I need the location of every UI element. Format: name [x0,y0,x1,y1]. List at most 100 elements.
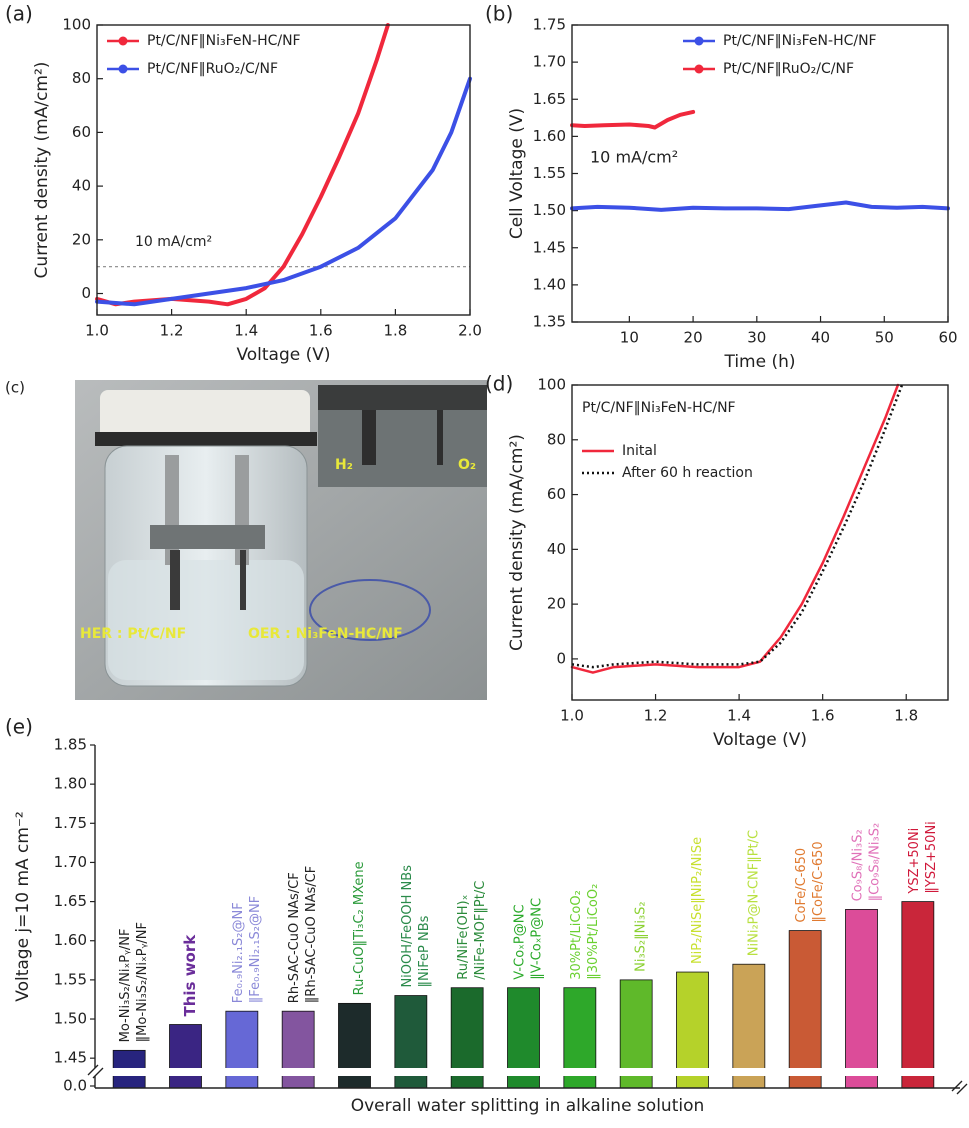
series-line [570,200,950,212]
series-line [570,109,696,130]
category-label: ‖V-CoₓP@NC [530,898,545,980]
inset-electrode [362,410,376,465]
x-axis-label: Overall water splitting in alkaline solu… [351,1096,705,1116]
y-tick-label: 20 [72,230,91,248]
x-tick-label: 1.0 [85,322,109,340]
break-mark [92,1067,104,1079]
y-axis-label: Cell Voltage (V) [507,108,527,239]
panel-label: (e) [5,715,33,739]
bar [281,1010,315,1089]
legend-label: Pt/C/NF‖RuO₂/C/NF [723,61,854,77]
y-tick-label: 80 [547,430,566,448]
axis-break [83,1068,962,1076]
electrode [170,550,180,610]
plot-frame [571,24,949,323]
y-tick-label: 1.65 [533,90,566,108]
legend-label: Inital [622,443,657,459]
x-tick-label: 1.4 [727,707,751,725]
series-line [95,76,472,307]
legend-label: After 60 h reaction [622,465,753,481]
y-tick-label: 1.85 [54,736,87,754]
inset-electrode [437,410,443,465]
category-label: Rh-SAC-CuO NAs/CF [287,872,302,1003]
y-tick-label: 1.55 [54,970,87,988]
legend-marker [694,36,704,46]
x-tick-label: 20 [684,329,703,347]
y-tick-label: 40 [547,540,566,558]
x-tick-label: 2.0 [458,322,482,340]
y-axis-label: Current density (mA/cm²) [507,434,527,651]
y-tick-label: 0 [81,284,91,302]
y-tick-label: 1.40 [533,275,566,293]
x-tick-label: 1.8 [894,707,918,725]
category-label: 30%Pt/LiCoO₂ [569,890,584,980]
y-tick-label: 20 [547,595,566,613]
y-tick-label: 1.75 [54,814,87,832]
break-mark [87,1064,99,1076]
panel-label: (a) [5,2,33,26]
jar-ring [95,432,317,446]
y-tick-label: 80 [72,69,91,87]
y-tick-label: 60 [72,123,91,141]
break-mark [951,1080,963,1092]
legend-label: Pt/C/NF‖Ni₃FeN-HC/NF [723,33,877,49]
bar [845,909,878,1089]
x-tick-label: 50 [875,329,894,347]
y-tick-label: 40 [72,177,91,195]
y-tick-label: 1.60 [533,127,566,145]
legend-label: Pt/C/NF‖RuO₂/C/NF [147,61,278,77]
logo [309,579,431,641]
legend-marker [118,64,128,74]
x-tick-label: 1.6 [309,322,333,340]
category-label: ‖NiFeP NBs [417,915,432,987]
x-tick-label: 60 [938,329,957,347]
category-label: CoFe/C-650 [794,848,809,923]
bar [732,963,766,1089]
category-label: NiP₂/NiSe‖NiP₂/NiSe [690,837,705,964]
photo-label: HER : Pt/C/NF [80,626,186,642]
x-axis-label: Voltage (V) [713,730,807,750]
y-tick-label: 1.50 [533,201,566,219]
x-tick-label: 10 [620,329,639,347]
category-label: ‖Co₉S₈/Ni₃S₂ [868,823,883,902]
photo-label: H₂ [335,457,353,473]
y-tick-label: 1.45 [533,238,566,256]
break-mark [956,1083,968,1095]
category-label: Mo-Ni₃S₂/NiₓPᵧ/NF [118,928,133,1042]
y-tick-label: 1.35 [533,313,566,331]
y-tick-label: 100 [62,16,91,34]
legend-marker [694,64,704,74]
category-label: /NiFe-MOF‖Pt/C [473,881,488,980]
y-axis-label: Voltage j=10 mA cm⁻² [13,811,33,1001]
y-tick-label: 1.70 [533,53,566,71]
panel-label: (b) [485,2,513,26]
category-label: Ru-CuO‖Ti₃C₂ MXene [352,861,367,995]
category-label: V-CoₓP@NC [513,904,528,979]
series-line [570,383,900,674]
photo: (c) H₂ O₂ HER : Pt/C/NF OER : Ni₃FeN-HC/… [5,379,487,700]
photo-label: O₂ [458,457,476,473]
annotation: Pt/C/NF‖Ni₃FeN-HC/NF [582,400,736,416]
x-tick-label: 1.8 [383,322,407,340]
bar [225,1010,259,1089]
y-tick-label: 0 [556,649,566,667]
y-tick-label: 1.60 [54,931,87,949]
electrode [240,550,246,610]
category-label: This work [181,934,199,1017]
y-tick-label: 1.75 [533,16,566,34]
x-tick-label: 30 [747,329,766,347]
y-tick-label: 1.65 [54,892,87,910]
panel-label: (c) [5,379,25,397]
bar [788,930,822,1089]
legend-marker [118,36,128,46]
y-tick-label: 100 [537,376,566,394]
category-label: ‖30%Pt/LiCoO₂ [586,884,601,980]
category-label: ‖Fe₀.₉Ni₂.₁S₂@NF [248,896,263,1003]
photo-label: OER : Ni₃FeN-HC/NF [248,626,403,642]
x-tick-label: 40 [811,329,830,347]
category-label: YSZ+50Ni [907,828,922,895]
category-label: Co₉S₈/Ni₃S₂ [851,829,866,901]
jar-lid [100,390,310,440]
category-label: Fe₀.₉Ni₂.₁S₂@NF [231,902,246,1003]
